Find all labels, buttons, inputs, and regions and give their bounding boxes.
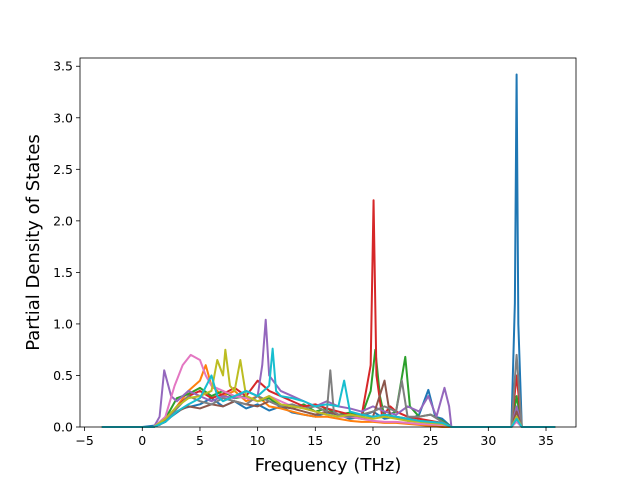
y-tick-label: 3.0 — [53, 110, 73, 125]
x-axis-label: Frequency (THz) — [255, 455, 402, 476]
x-tick-label: 20 — [365, 433, 381, 448]
y-tick-label: 2.0 — [53, 213, 73, 228]
y-tick-label: 2.5 — [53, 162, 73, 177]
x-axis-ticks: −5 0 5 10 15 20 25 30 35 — [75, 427, 554, 448]
x-tick-label: 10 — [250, 433, 266, 448]
y-tick-label: 0.5 — [53, 368, 73, 383]
x-tick-label: 25 — [423, 433, 439, 448]
x-tick-label: 0 — [138, 433, 146, 448]
x-tick-label: −5 — [75, 433, 93, 448]
series-line-9 — [101, 348, 556, 428]
y-tick-label: 1.0 — [53, 316, 73, 331]
x-tick-label: 35 — [538, 433, 554, 448]
y-tick-label: 0.0 — [53, 420, 73, 435]
plot-frame — [79, 57, 577, 428]
y-axis-label: Partial Density of States — [23, 134, 44, 351]
series-line-2 — [101, 364, 556, 428]
x-tick-label: 30 — [480, 433, 496, 448]
series-line-8 — [101, 353, 556, 428]
x-tick-label: 5 — [196, 433, 204, 448]
series-line-10 — [101, 347, 556, 428]
x-tick-label: 15 — [307, 433, 323, 448]
y-tick-label: 3.5 — [53, 59, 73, 74]
y-tick-label: 1.5 — [53, 265, 73, 280]
y-axis-ticks: 0.0 0.5 1.0 1.5 2.0 2.5 3.0 3.5 — [53, 59, 80, 435]
series-layer — [101, 73, 556, 428]
